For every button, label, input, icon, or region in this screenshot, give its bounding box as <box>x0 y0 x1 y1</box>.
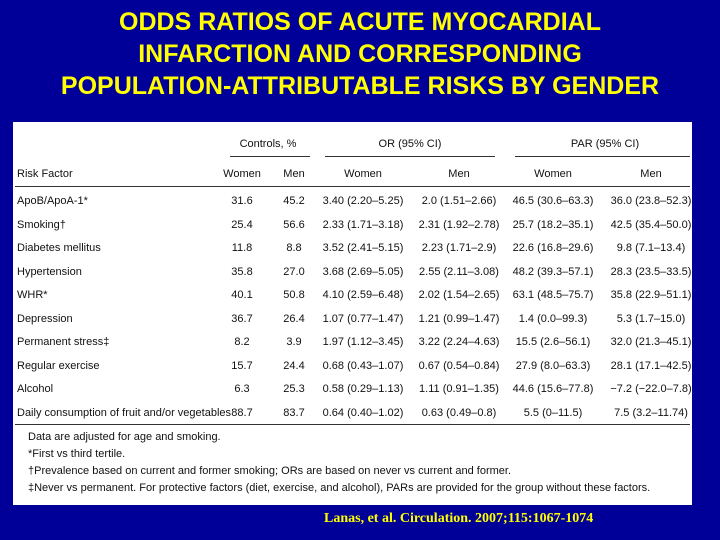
cell: 3.52 (2.41–5.15) <box>322 242 404 254</box>
cell: 50.8 <box>283 289 305 301</box>
column-header: Women <box>344 168 382 180</box>
cell: 25.7 (18.2–35.1) <box>512 218 594 231</box>
cell: 28.3 (23.5–33.5) <box>610 265 692 278</box>
cell: 83.7 <box>283 406 305 419</box>
cell: 11.8 <box>231 242 253 254</box>
rule <box>515 156 690 157</box>
cell: 0.64 (0.40–1.02) <box>322 406 404 419</box>
column-header: Risk Factor <box>17 168 73 180</box>
cell: 5.3 (1.7–15.0) <box>616 312 686 325</box>
cell: 46.5 (30.6–63.3) <box>512 195 594 207</box>
cell: 0.58 (0.29–1.13) <box>322 383 404 395</box>
cell: 2.0 (1.51–2.66) <box>421 195 497 207</box>
table-panel: Controls, % OR (95% CI) PAR (95% CI) Risk F… <box>13 122 692 505</box>
cell: 1.21 (0.99–1.47) <box>418 312 500 325</box>
cell: 5.5 (0–11.5) <box>523 406 583 419</box>
cell: 3.40 (2.20–5.25) <box>322 195 404 207</box>
cell: 45.2 <box>283 195 305 207</box>
cell: 7.5 (3.2–11.74) <box>614 406 688 419</box>
column-header: Women <box>223 168 261 180</box>
group-header: PAR (95% CI) <box>570 138 640 150</box>
column-header: Women <box>534 168 572 180</box>
cell: 4.10 (2.59–6.48) <box>322 289 404 301</box>
rule <box>15 186 690 187</box>
cell: 2.02 (1.54–2.65) <box>418 289 500 301</box>
cell: 36.0 (23.8–52.3) <box>610 195 692 207</box>
cell: 6.3 <box>234 383 250 395</box>
cell: 8.8 <box>286 242 302 254</box>
cell: 15.5 (2.6–56.1) <box>515 336 591 348</box>
cell: 1.97 (1.12–3.45) <box>322 336 404 348</box>
cell: 0.67 (0.54–0.84) <box>418 359 500 372</box>
cell: 35.8 (22.9–51.1) <box>610 289 692 301</box>
row-label: WHR* <box>17 289 48 301</box>
cell: 31.6 <box>231 195 253 207</box>
footnote: Data are adjusted for age and smoking. <box>28 431 221 443</box>
cell: 2.23 (1.71–2.9) <box>421 242 497 254</box>
cell: −7.2 (−22.0–7.8) <box>610 383 692 395</box>
title-line: POPULATION-ATTRIBUTABLE RISKS BY GENDER <box>60 72 660 100</box>
footnote: *First vs third tertile. <box>28 448 126 460</box>
cell: 1.4 (0.0–99.3) <box>518 312 588 325</box>
group-header: OR (95% CI) <box>378 138 442 150</box>
row-label: Alcohol <box>17 383 54 395</box>
cell: 2.31 (1.92–2.78) <box>418 218 500 231</box>
column-header: Men <box>283 168 305 180</box>
cell: 27.0 <box>283 265 305 278</box>
row-label: Hypertension <box>17 265 82 278</box>
rule <box>230 156 310 157</box>
row-label: Regular exercise <box>17 359 100 372</box>
row-label: Permanent stress‡ <box>17 336 110 348</box>
cell: 8.2 <box>234 336 250 348</box>
cell: 44.6 (15.6–77.8) <box>512 383 594 395</box>
cell: 24.4 <box>283 359 305 372</box>
title-line: INFARCTION AND CORRESPONDING <box>138 40 582 68</box>
cell: 42.5 (35.4–50.0) <box>610 218 692 231</box>
cell: 1.07 (0.77–1.47) <box>322 312 404 325</box>
rule <box>325 156 495 157</box>
cell: 56.6 <box>283 218 305 231</box>
cell: 63.1 (48.5–75.7) <box>512 289 594 301</box>
cell: 2.55 (2.11–3.08) <box>419 265 499 278</box>
cell: 48.2 (39.3–57.1) <box>512 265 594 278</box>
cell: 25.4 <box>231 218 253 231</box>
cell: 3.68 (2.69–5.05) <box>322 265 404 278</box>
footnote: †Prevalence based on current and former … <box>28 465 512 477</box>
citation: Lanas, et al. Circulation. 2007;115:1067… <box>324 511 594 526</box>
cell: 1.11 (0.91–1.35) <box>419 383 499 395</box>
group-header: Controls, % <box>239 138 297 150</box>
cell: 40.1 <box>231 289 253 301</box>
row-label: Smoking† <box>17 218 66 231</box>
row-label: Diabetes mellitus <box>17 242 101 254</box>
cell: 26.4 <box>283 312 305 325</box>
cell: 35.8 <box>231 265 253 278</box>
column-header: Men <box>640 168 662 180</box>
cell: 88.7 <box>231 406 253 419</box>
cell: 36.7 <box>231 312 253 325</box>
cell: 0.63 (0.49–0.8) <box>421 406 497 419</box>
cell: 22.6 (16.8–29.6) <box>512 242 594 254</box>
footnote: ‡Never vs permanent. For protective fact… <box>28 482 651 494</box>
rule <box>15 424 690 425</box>
row-label: Depression <box>17 312 73 325</box>
cell: 3.22 (2.24–4.63) <box>418 336 500 348</box>
column-header: Men <box>448 168 470 180</box>
cell: 32.0 (21.3–45.1) <box>610 336 692 348</box>
title-line: ODDS RATIOS OF ACUTE MYOCARDIAL <box>119 8 601 36</box>
cell: 9.8 (7.1–13.4) <box>616 242 686 254</box>
cell: 28.1 (17.1–42.5) <box>610 359 692 372</box>
row-label: Daily consumption of fruit and/or vegeta… <box>17 406 232 419</box>
cell: 3.9 <box>286 336 302 348</box>
cell: 27.9 (8.0–63.3) <box>515 359 591 372</box>
cell: 25.3 <box>283 383 305 395</box>
cell: 2.33 (1.71–3.18) <box>322 218 404 231</box>
row-label: ApoB/ApoA-1* <box>17 195 88 207</box>
cell: 0.68 (0.43–1.07) <box>322 359 404 372</box>
cell: 15.7 <box>231 359 253 372</box>
